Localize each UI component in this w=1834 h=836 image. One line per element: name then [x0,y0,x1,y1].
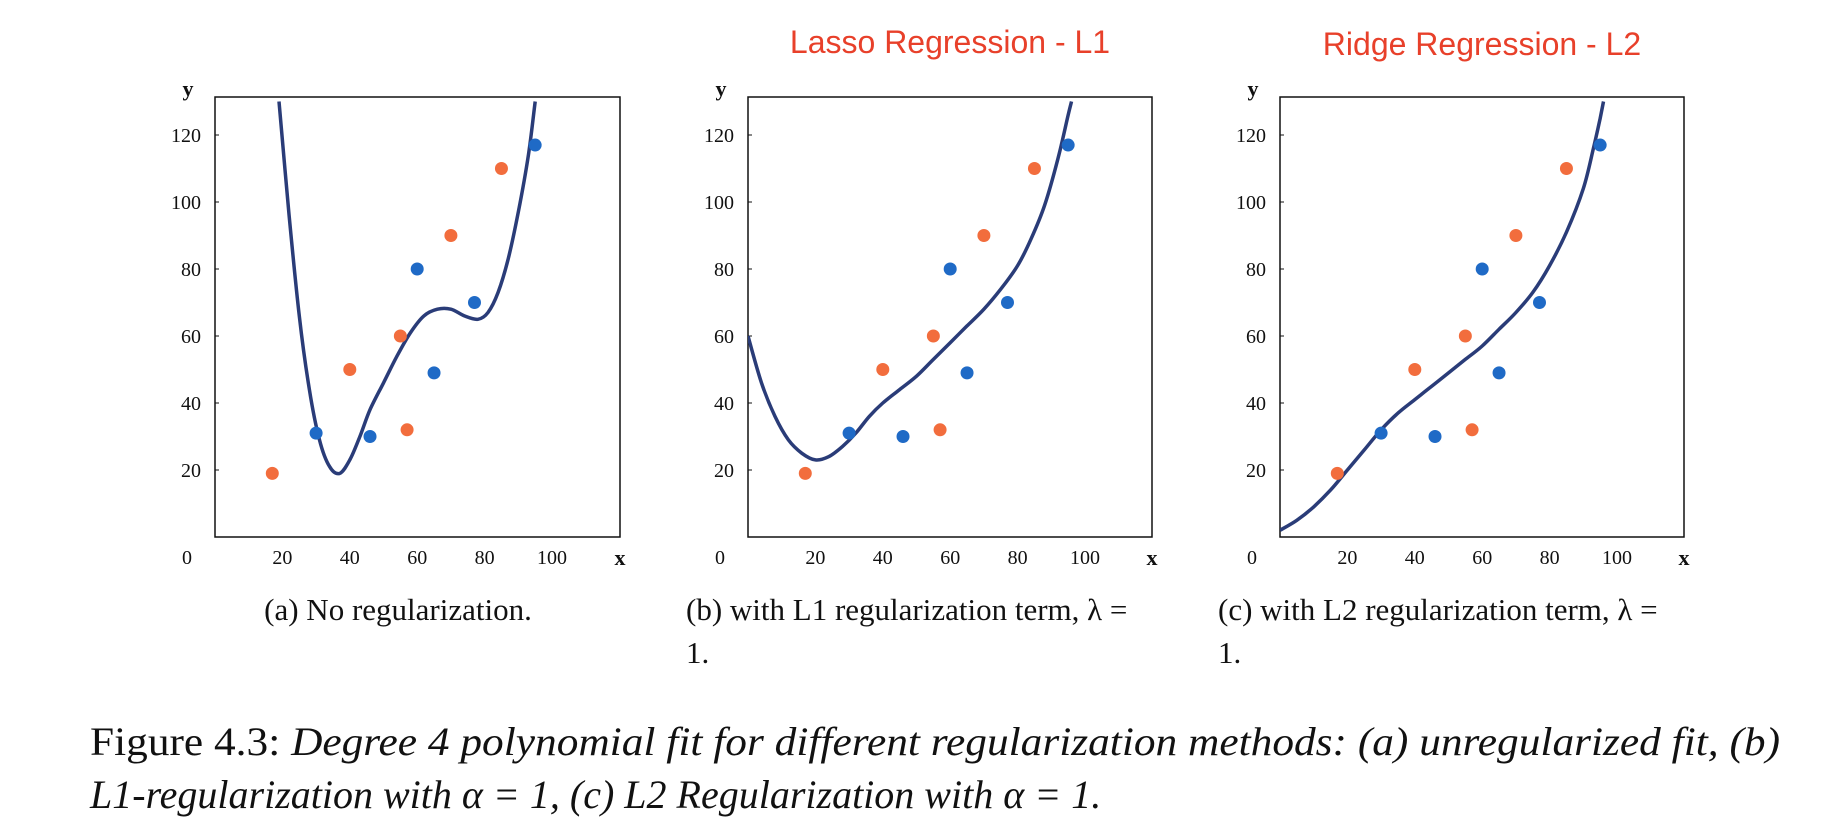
panel-a-data-point [363,430,377,443]
panel-b-plot: 20 40 60 80 100 20 40 60 80 100 120 0 x y [704,76,1158,570]
panel-b-x-tick-label: 40 [873,547,893,569]
panel-c-x-axis-label: x [1679,545,1690,570]
panel-c-y-axis-label: y [1248,76,1259,101]
panel-c-x-tick-label: 80 [1540,547,1560,569]
panel-b-x-axis-label: x [1147,545,1158,570]
panel-b-data-point [1061,138,1075,152]
panel-b-data-point [842,426,856,440]
panel-c-fit-curve [1280,101,1606,532]
panel-a-data-point [444,229,458,242]
panel-a-frame [214,96,621,538]
panel-c-x-tick-label: 20 [1337,547,1357,569]
panel-b-x-tick-label: 100 [1070,547,1100,569]
panel-b-origin-label: 0 [715,547,725,569]
panel-b-data-point [798,466,812,480]
panel-c-data-point [1475,262,1489,276]
panel-a-data-point [427,366,441,380]
panel-b-y-tick-label: 100 [704,192,734,214]
panel-c-y-tick-label: 40 [1246,393,1266,415]
panel-c-data-point [1428,430,1442,443]
panel-b-data-point [1027,162,1041,175]
panel-b-y-tick-label: 40 [714,393,734,415]
panel-b-data-point [933,423,947,437]
panel-b-data-point [960,366,974,380]
figure-caption-line1: Figure 4.3: Degree 4 polynomial fit for … [90,719,1780,764]
panel-b-data-point [1000,296,1014,309]
panel-c-x-tick-label: 40 [1405,547,1425,569]
panel-a-y-tick-label: 120 [171,125,201,147]
panel-a-origin-label: 0 [182,547,192,569]
panel-a-y-tick-label: 100 [171,192,201,214]
panel-a-data-point [393,329,407,343]
panel-b-subcaption-line1: (b) with L1 regularization term, λ = [686,592,1127,627]
panel-c-subcaption-line1: (c) with L2 regularization term, λ = [1218,592,1658,627]
panel-c-data-point [1509,229,1523,242]
panel-b-y-tick-label: 80 [714,259,734,281]
panel-c-data-point [1492,366,1506,380]
panel-a-x-tick-label: 40 [340,547,360,569]
panel-a-y-tick-label: 20 [181,460,201,482]
panel-a-y-tick-label: 80 [181,259,201,281]
panel-c-x-tick-label: 100 [1602,547,1632,569]
panel-b-fit-curve [748,101,1074,462]
panel-c-title: Ridge Regression - L2 [1323,26,1641,62]
panel-b-subcaption-line2: 1. [686,635,709,670]
panel-b-x-tick-label: 60 [940,547,960,569]
panel-b-data-point [977,229,991,242]
panel-b-x-tick-label: 80 [1008,547,1028,569]
panel-c-subcaption-line2: 1. [1218,635,1241,670]
panel-a-data-point [494,162,508,175]
panel-b-title: Lasso Regression - L1 [790,24,1110,60]
panel-c-data-point [1374,426,1388,440]
panel-a-x-tick-label: 60 [407,547,427,569]
panel-b-data-point [926,329,940,343]
panel-a-data-point [309,426,323,440]
panel-a-x-tick-label: 80 [475,547,495,569]
panel-a-data-point [265,466,279,480]
panel-a-y-axis-label: y [183,76,194,101]
panel-a-data-point [467,296,481,309]
panel-a-data-point [528,138,542,152]
panel-b-y-tick-label: 120 [704,125,734,147]
panel-b-x-tick-label: 20 [805,547,825,569]
panel-c-y-tick-label: 120 [1236,125,1266,147]
panel-a-plot: 20 40 60 80 100 20 40 60 80 100 120 0 x y [171,76,626,570]
panel-b-y-tick-label: 20 [714,460,734,482]
panel-c-origin-label: 0 [1247,547,1257,569]
panel-a-fit-curve [277,101,537,476]
figure-caption-italic: Degree 4 polynomial fit for different re… [290,719,1780,764]
panel-a-x-tick-label: 100 [537,547,567,569]
panel-b-y-axis-label: y [716,76,727,101]
panel-a-data-point [410,262,424,276]
panel-c-x-tick-label: 60 [1472,547,1492,569]
panel-c-data-point [1408,363,1422,376]
panel-c-data-point [1330,466,1344,480]
panel-a-x-axis-label: x [615,545,626,570]
panel-c-data-point [1532,296,1546,309]
panel-a-data-point [343,363,357,376]
panel-c-y-tick-label: 20 [1246,460,1266,482]
panel-a-subcaption: (a) No regularization. [264,592,532,627]
panel-c-y-tick-label: 100 [1236,192,1266,214]
panel-a-x-tick-label: 20 [272,547,292,569]
panel-b-frame [747,96,1153,538]
figure-caption-prefix: Figure 4.3: [90,719,291,764]
panel-c-plot: 20 40 60 80 100 20 40 60 80 100 120 0 x y [1236,76,1690,570]
panel-c-data-point [1458,329,1472,343]
panel-b-data-point [896,430,910,443]
figure-caption-line2: L1-regularization with α = 1, (c) L2 Reg… [89,772,1101,817]
panel-c-y-tick-label: 80 [1246,259,1266,281]
panel-c-data-point [1559,162,1573,175]
panel-c-data-point [1465,423,1479,437]
panel-c-frame [1279,96,1685,538]
panel-c-y-tick-label: 60 [1246,326,1266,348]
panel-a-data-point [400,423,414,437]
panel-c-data-point [1593,138,1607,152]
panel-b-data-point [876,363,890,376]
panel-a-y-tick-label: 60 [181,326,201,348]
panel-a-y-tick-label: 40 [181,393,201,415]
panel-b-y-tick-label: 60 [714,326,734,348]
panel-b-data-point [943,262,957,276]
